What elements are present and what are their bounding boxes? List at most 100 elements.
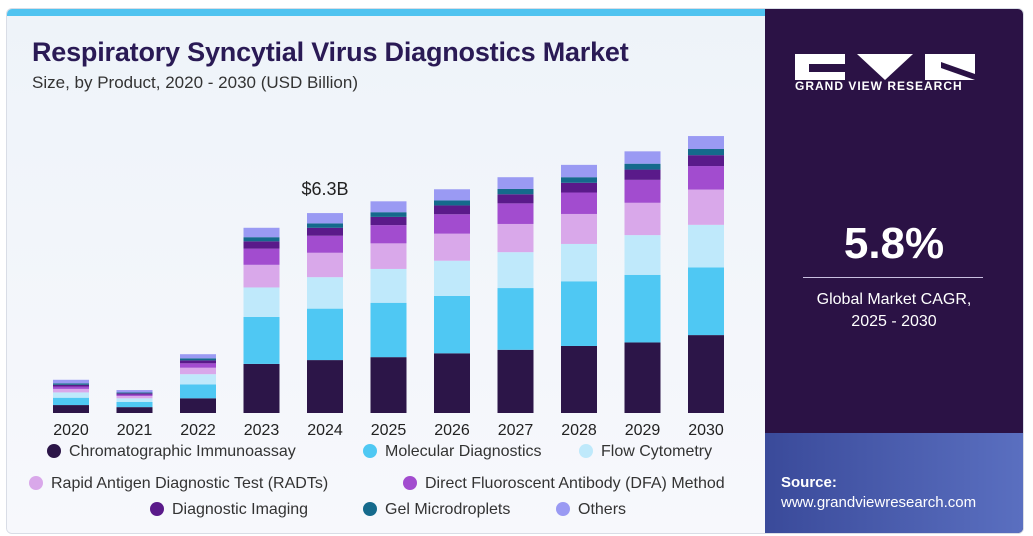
legend-item: Gel Microdroplets xyxy=(363,501,510,519)
legend-swatch xyxy=(47,444,61,458)
bar-segment xyxy=(688,189,724,225)
bar-segment xyxy=(688,148,724,156)
bar-segment xyxy=(624,235,661,275)
bar-segment xyxy=(180,367,216,375)
bar-segment xyxy=(688,136,724,149)
bar-segment xyxy=(434,189,470,201)
legend-item: Chromatographic Immunoassay xyxy=(47,443,296,461)
legend-item: Others xyxy=(556,501,626,519)
bar-segment xyxy=(243,227,280,238)
bar-segment xyxy=(497,203,534,224)
bar-segment xyxy=(180,374,216,385)
bar-segment xyxy=(624,169,661,180)
source-panel xyxy=(765,433,1023,533)
bar-segment xyxy=(116,393,153,395)
bar-segment xyxy=(434,353,470,413)
bar-segment xyxy=(497,194,534,204)
x-tick-label: 2030 xyxy=(688,422,724,439)
x-tick-label: 2024 xyxy=(307,422,343,439)
bar-segment xyxy=(561,177,597,183)
bar-segment xyxy=(497,349,534,413)
bar-segment xyxy=(53,392,89,398)
legend-item: Rapid Antigen Diagnostic Test (RADTs) xyxy=(29,475,328,493)
bar-segment xyxy=(180,354,216,359)
legend-swatch xyxy=(150,502,164,516)
x-tick-label: 2021 xyxy=(117,422,153,439)
bar-segment xyxy=(53,383,89,385)
legend-label: Flow Cytometry xyxy=(601,443,713,460)
x-tick-label: 2025 xyxy=(371,422,407,439)
bar-segment xyxy=(243,264,280,288)
bar-segment xyxy=(688,155,724,167)
bar-segment xyxy=(370,225,407,244)
bar-segment xyxy=(180,363,216,368)
bar-segment xyxy=(243,316,280,364)
legend-label: Diagnostic Imaging xyxy=(172,501,309,518)
bar-segment xyxy=(53,379,89,384)
legend-label: Rapid Antigen Diagnostic Test (RADTs) xyxy=(51,475,329,492)
x-tick-label: 2020 xyxy=(53,422,89,439)
legend-swatch xyxy=(363,444,377,458)
bar-segment xyxy=(116,401,153,408)
legend-label: Gel Microdroplets xyxy=(385,501,511,518)
bar-segment xyxy=(116,394,153,396)
source-link[interactable]: www.grandviewresearch.com xyxy=(781,494,977,511)
legend-item: Diagnostic Imaging xyxy=(150,501,308,519)
x-tick-label: 2027 xyxy=(498,422,534,439)
bar-segment xyxy=(561,164,597,178)
bar-segment xyxy=(180,360,216,364)
bar-segment xyxy=(624,163,661,170)
bar-segment xyxy=(370,201,407,213)
bar-segment xyxy=(307,252,343,278)
bar-segment xyxy=(561,243,597,282)
bar-segment xyxy=(688,267,724,336)
bar-segment xyxy=(53,384,89,387)
bar-segment xyxy=(53,397,89,406)
bar-segment xyxy=(243,241,280,249)
bar-segment xyxy=(624,151,661,164)
chart-subtitle: Size, by Product, 2020 - 2030 (USD Billi… xyxy=(32,73,358,92)
legend-swatch xyxy=(556,502,570,516)
bar-segment xyxy=(624,202,661,236)
chart-title: Respiratory Syncytial Virus Diagnostics … xyxy=(32,37,629,67)
accent-bar xyxy=(7,9,765,16)
bar-segment xyxy=(243,237,280,242)
legend-item: Direct Fluoroscent Antibody (DFA) Method xyxy=(403,475,725,493)
chart-panel: Respiratory Syncytial Virus Diagnostics … xyxy=(7,9,765,533)
bar-segment xyxy=(688,224,724,268)
bar-segment xyxy=(116,390,153,393)
x-tick-label: 2028 xyxy=(561,422,597,439)
cagr-label-line2: 2025 - 2030 xyxy=(851,313,937,330)
bar-segment xyxy=(370,268,407,303)
bar-segment xyxy=(561,345,597,413)
bar-segment xyxy=(497,252,534,289)
bar-segment xyxy=(243,248,280,265)
bar-segment xyxy=(307,277,343,309)
bar-segment xyxy=(497,188,534,195)
bar-segment xyxy=(561,281,597,346)
bar-segment xyxy=(497,288,534,350)
x-tick-label: 2022 xyxy=(180,422,216,439)
bar-segment xyxy=(243,287,280,317)
bar-segment xyxy=(561,192,597,214)
legend-item: Flow Cytometry xyxy=(579,443,712,461)
bar-segment xyxy=(370,216,407,226)
cagr-value: 5.8% xyxy=(843,219,945,268)
bar-segment xyxy=(561,182,597,193)
bar-segment xyxy=(307,227,343,236)
bar-segment xyxy=(53,388,89,393)
bar-segment xyxy=(370,212,407,217)
divider xyxy=(803,277,983,278)
stacked-bar-chart: 2020 2021 2022 2023 2024 2025 2026 2027 2028 2029… xyxy=(53,136,724,439)
bar-segment xyxy=(624,179,661,203)
infographic-card: Respiratory Syncytial Virus Diagnostics … xyxy=(6,8,1024,534)
bar-segment xyxy=(624,274,661,343)
bar-segment xyxy=(370,243,407,269)
bar-segment xyxy=(688,335,724,413)
legend-label: Direct Fluoroscent Antibody (DFA) Method xyxy=(425,475,725,492)
bar-segment xyxy=(497,177,534,189)
data-label: $6.3B xyxy=(301,179,348,199)
legend-swatch xyxy=(363,502,377,516)
legend-swatch xyxy=(29,476,43,490)
bar-segment xyxy=(307,213,343,224)
